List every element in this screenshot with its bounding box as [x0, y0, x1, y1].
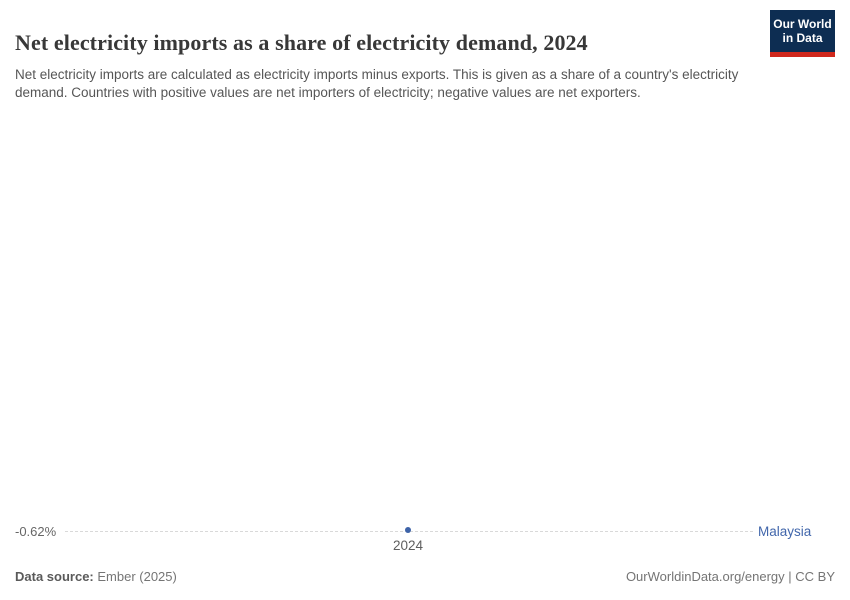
entity-label-malaysia: Malaysia	[758, 524, 812, 539]
owid-logo-red-bar	[770, 52, 835, 57]
owid-logo-navy-box: Our World in Data	[770, 10, 835, 52]
y-axis-tick-label: -0.62%	[15, 524, 57, 539]
owid-logo-line1: Our World	[773, 16, 832, 31]
owid-logo-line2: in Data	[782, 31, 823, 45]
data-point-marker	[405, 527, 411, 533]
x-axis-tick-label: 2024	[392, 538, 424, 553]
chart-title: Net electricity imports as a share of el…	[15, 29, 588, 55]
chart-subtitle: Net electricity imports are calculated a…	[15, 66, 739, 100]
owid-logo[interactable]: Our World in Data	[770, 10, 835, 57]
data-source-label: Data source:	[15, 569, 94, 584]
data-source-note: Data source: Ember (2025)	[15, 569, 177, 584]
data-source-value: Ember (2025)	[93, 569, 177, 584]
license-link[interactable]: OurWorldinData.org/energy | CC BY	[625, 569, 835, 584]
